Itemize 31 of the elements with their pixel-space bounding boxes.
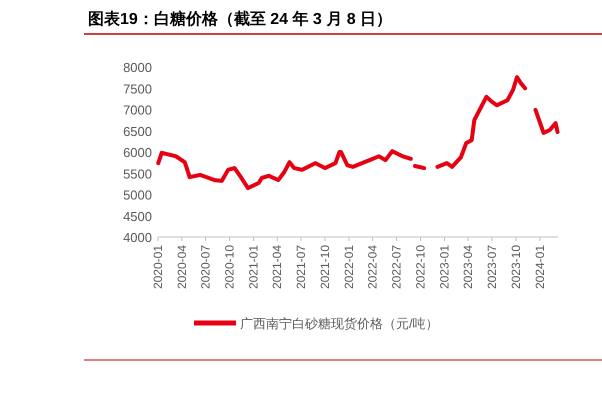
x-tick-label: 2020-04 [174, 244, 189, 290]
x-tick-label: 2020-10 [222, 244, 237, 290]
y-tick-label: 7500 [123, 81, 152, 96]
x-tick-label: 2021-07 [294, 244, 308, 290]
chart-title: 图表19：白糖价格（截至 24 年 3 月 8 日） [88, 10, 392, 28]
y-tick-label: 7000 [123, 102, 152, 118]
x-tick-label: 2023-07 [484, 244, 499, 290]
line-series [436, 75, 528, 169]
y-tick-label: 5500 [123, 166, 152, 182]
x-tick-label: 2021-10 [318, 244, 332, 290]
x-tick-label: 2022-01 [342, 244, 356, 290]
x-tick-label: 2021-04 [270, 244, 284, 290]
y-tick-label: 6000 [123, 145, 152, 160]
x-tick-label: 2022-07 [389, 244, 404, 290]
x-tick-label: 2023-01 [438, 244, 452, 290]
y-tick-label: 5000 [123, 188, 152, 202]
x-tick-label: 2021-01 [246, 244, 261, 290]
x-tick-label: 2020-01 [151, 244, 165, 290]
x-tick-label: 2022-04 [366, 244, 380, 290]
y-tick-label: 4000 [123, 230, 152, 245]
x-tick-label: 2023-04 [461, 244, 476, 290]
x-tick-label: 2024-01 [532, 244, 547, 290]
line-series [156, 149, 413, 190]
y-tick-label: 6500 [123, 124, 152, 139]
y-tick-label: 4500 [123, 208, 152, 224]
legend-label: 广西南宁白砂糖现货价格（元/吨） [240, 316, 439, 331]
x-tick-label: 2020-07 [198, 244, 213, 290]
y-tick-label: 8000 [123, 60, 152, 75]
x-tick-label: 2022-10 [413, 244, 428, 290]
x-tick-label: 2023-10 [508, 244, 523, 290]
line-series [534, 108, 560, 135]
